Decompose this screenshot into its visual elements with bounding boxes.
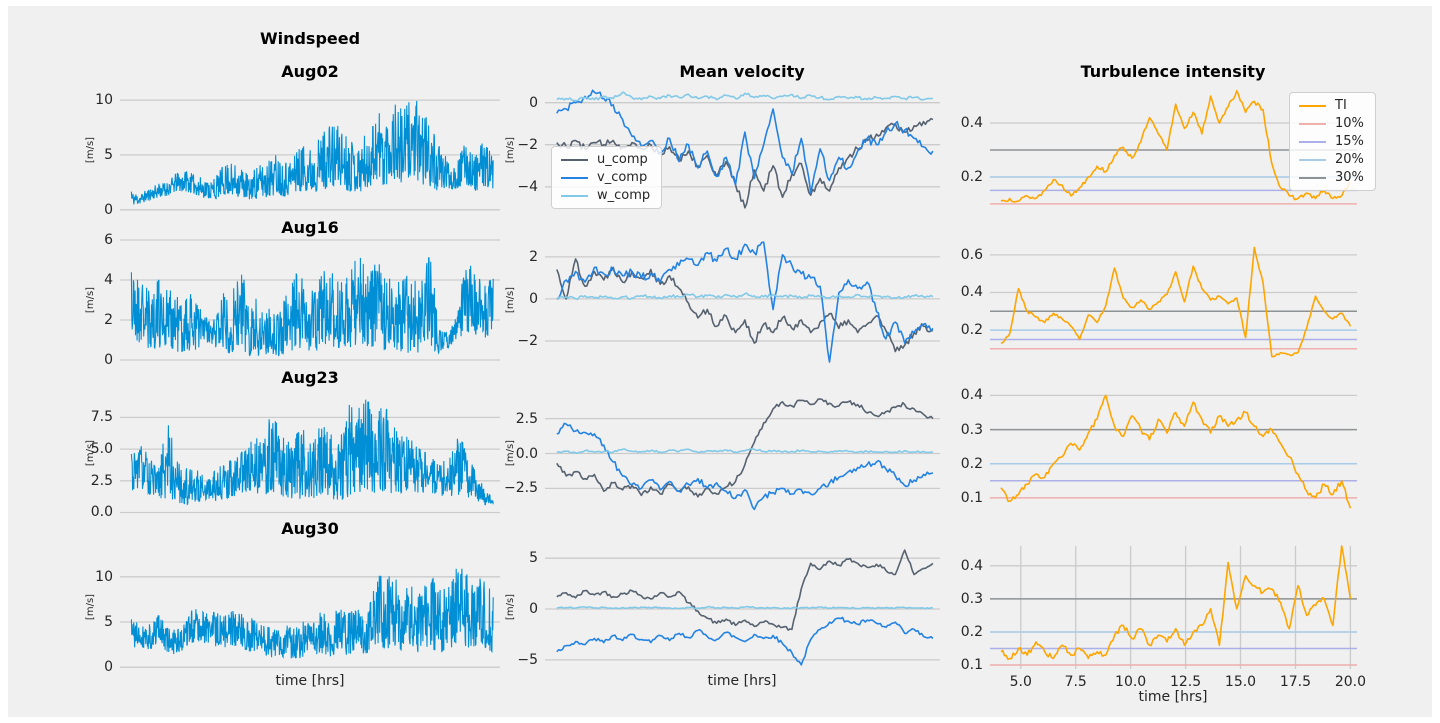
legend-label: 10% <box>1335 116 1364 131</box>
legend-label: w_comp <box>597 188 651 203</box>
legend-label: u_comp <box>597 152 648 167</box>
legend-label: 20% <box>1335 152 1364 167</box>
series-TI-Aug30 <box>1000 545 1352 661</box>
subplot-windspeed-aug02 <box>120 88 500 212</box>
legend-label: 15% <box>1335 134 1364 149</box>
series-TI-Aug23 <box>1000 394 1352 509</box>
y-axis-label-velocity-aug16: [m/s] <box>505 286 516 314</box>
subplot-title-aug16: Aug16 <box>281 218 339 237</box>
legend-turbulence-intensity: TI 10% 15% 20% 30% <box>1289 92 1376 191</box>
series-u_comp-Aug23 <box>556 398 934 498</box>
x-axis-label-velocity: time [hrs] <box>707 673 777 689</box>
subplot-velocity-aug23 <box>545 392 940 515</box>
turbulence-aug30-canvas <box>990 545 1357 669</box>
windspeed-series-Aug23 <box>130 399 494 506</box>
y-axis-label-velocity-aug23: [m/s] <box>505 439 516 467</box>
legend-item-u_comp: u_comp <box>561 152 650 167</box>
subplot-turbulence-aug30 <box>990 545 1357 669</box>
subplot-velocity-aug16 <box>545 238 940 363</box>
legend-label: 30% <box>1335 170 1364 185</box>
windspeed-aug02-canvas <box>120 99 500 211</box>
series-u_comp-Aug30 <box>556 549 934 631</box>
series-v_comp-Aug30 <box>556 616 934 666</box>
windspeed-aug23-canvas <box>120 399 500 514</box>
windspeed-series-Aug02 <box>130 100 494 205</box>
legend-line-swatch <box>561 176 588 179</box>
legend-line-swatch <box>1299 158 1326 161</box>
legend-item-10pct: 10% <box>1299 116 1364 131</box>
legend-item-TI: TI <box>1299 98 1364 113</box>
windspeed-aug30-canvas <box>120 568 500 668</box>
series-v_comp-Aug23 <box>556 422 934 511</box>
legend-line-swatch <box>561 194 588 197</box>
y-axis-label-velocity-aug02: [m/s] <box>505 136 516 164</box>
subplot-windspeed-aug16 <box>120 238 500 362</box>
windspeed-aug16-canvas <box>120 239 500 361</box>
y-axis-label-windspeed-aug16: [m/s] <box>85 286 96 314</box>
legend-item-w_comp: w_comp <box>561 188 650 203</box>
windspeed-series-Aug30 <box>130 568 494 659</box>
series-w_comp-Aug02 <box>556 91 933 102</box>
series-u_comp-Aug16 <box>556 258 934 353</box>
series-v_comp-Aug16 <box>556 241 934 363</box>
x-axis-label-windspeed: time [hrs] <box>275 673 345 689</box>
legend-line-swatch <box>1299 176 1326 179</box>
subplot-windspeed-aug30 <box>120 546 500 669</box>
column-title-turbulence: Turbulence intensity <box>1080 62 1266 81</box>
velocity-aug16-canvas <box>545 241 940 363</box>
series-TI-Aug02 <box>1000 89 1351 203</box>
series-w_comp-Aug16 <box>556 292 934 301</box>
windspeed-series-Aug16 <box>130 257 494 357</box>
velocity-aug30-canvas <box>545 549 940 666</box>
y-axis-label-windspeed-aug30: [m/s] <box>85 593 96 621</box>
legend-line-swatch <box>1299 122 1326 125</box>
subplot-windspeed-aug23 <box>120 392 500 515</box>
y-axis-label-windspeed-aug23: [m/s] <box>85 439 96 467</box>
turbulence-aug16-canvas <box>990 246 1357 358</box>
y-axis-label-velocity-aug30: [m/s] <box>505 593 516 621</box>
subplot-title-aug23: Aug23 <box>281 368 339 387</box>
column-title-mean-velocity: Mean velocity <box>679 62 805 81</box>
series-v_comp-Aug02 <box>556 89 934 194</box>
subplot-turbulence-aug23 <box>990 392 1357 515</box>
figure-suptitle: Windspeed <box>259 29 361 48</box>
legend-line-swatch <box>1299 140 1326 143</box>
series-w_comp-Aug30 <box>556 605 934 610</box>
legend-item-v_comp: v_comp <box>561 170 650 185</box>
legend-line-swatch <box>1299 104 1326 107</box>
subplot-turbulence-aug16 <box>990 238 1357 362</box>
legend-item-20pct: 20% <box>1299 152 1364 167</box>
subplot-title-aug02: Aug02 <box>281 62 339 81</box>
velocity-aug23-canvas <box>545 398 940 511</box>
subplot-title-aug30: Aug30 <box>281 519 339 538</box>
series-TI-Aug16 <box>1000 246 1352 358</box>
subplot-velocity-aug30 <box>545 546 940 669</box>
legend-line-swatch <box>561 158 588 161</box>
legend-item-30pct: 30% <box>1299 170 1364 185</box>
series-w_comp-Aug23 <box>556 448 933 454</box>
turbulence-aug23-canvas <box>990 394 1357 509</box>
y-axis-label-windspeed-aug02: [m/s] <box>85 136 96 164</box>
legend-velocity-components: u_comp v_comp w_comp <box>551 146 663 209</box>
legend-item-15pct: 15% <box>1299 134 1364 149</box>
legend-label: TI <box>1335 98 1347 113</box>
x-axis-label-turbulence: time [hrs] <box>1138 689 1208 705</box>
legend-label: v_comp <box>597 170 648 185</box>
